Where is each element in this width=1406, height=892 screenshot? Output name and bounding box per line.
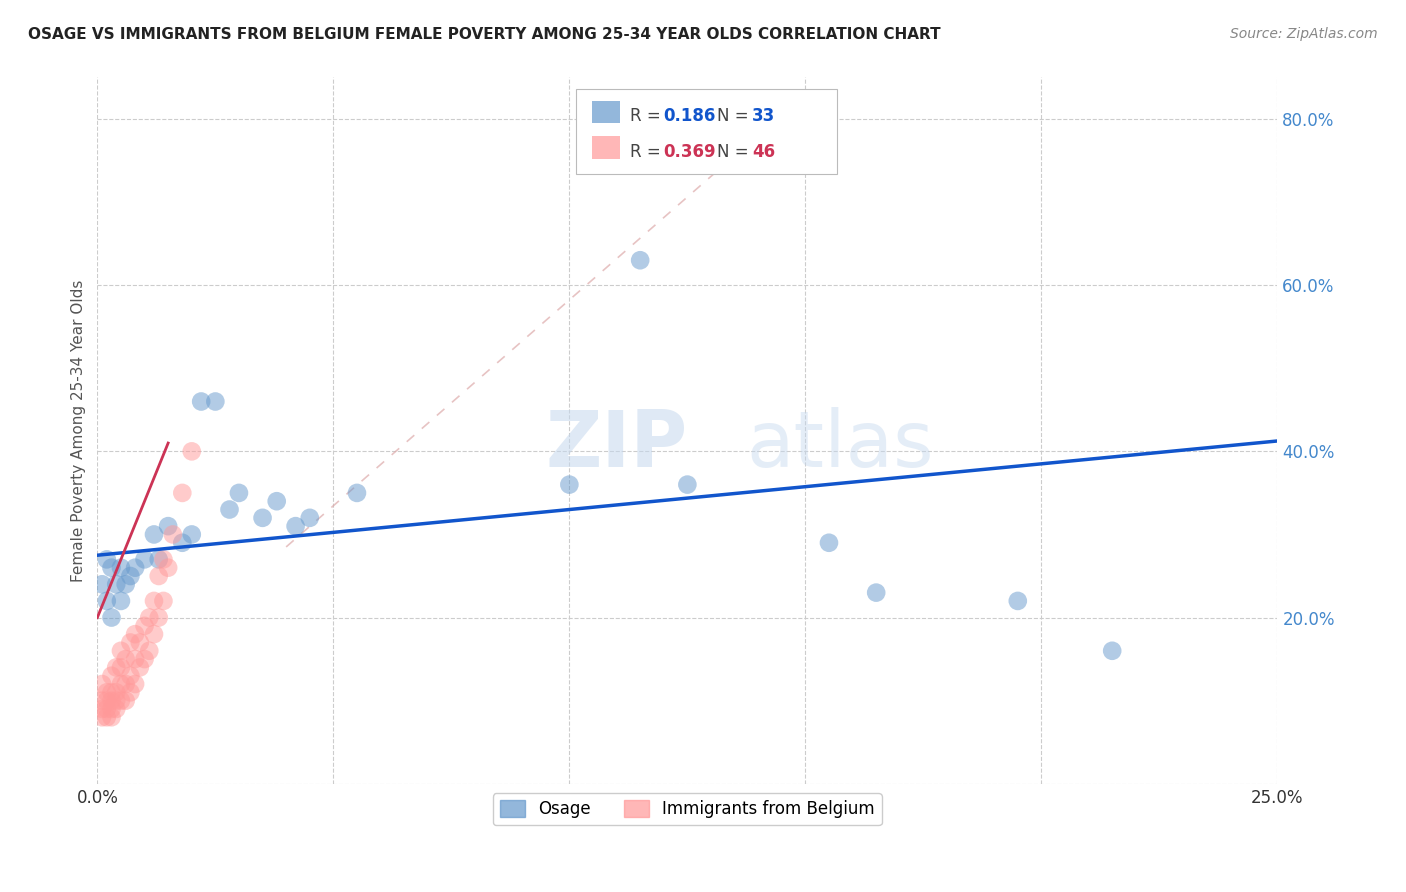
Point [138,610,160,624]
Text: R =: R = [630,107,666,125]
Point [676,477,699,491]
Text: R =: R = [630,143,666,161]
Point [143,594,166,608]
Point [110,660,132,674]
Point [148,610,170,624]
Point [152,552,174,566]
Point [152,594,174,608]
Point [100,710,122,724]
Point [124,560,146,574]
Point [110,644,132,658]
Text: N =: N = [717,143,754,161]
Point [180,527,202,541]
Point [124,677,146,691]
Point [110,693,132,707]
Point [96,685,118,699]
Point [157,519,180,533]
Text: atlas: atlas [747,407,934,483]
Point [105,660,128,674]
Point [148,569,170,583]
Point [298,511,321,525]
Point [110,594,132,608]
Point [114,577,136,591]
Point [91,702,114,716]
Point [172,486,194,500]
Point [134,552,156,566]
Point [105,577,128,591]
Point [120,569,142,583]
Point [134,652,156,666]
Point [96,693,118,707]
Point [110,677,132,691]
Point [157,560,180,574]
Point [128,635,150,649]
Point [124,627,146,641]
Text: 0.369: 0.369 [664,143,716,161]
Point [100,669,122,683]
Point [218,502,240,516]
Text: N =: N = [717,107,754,125]
Point [114,652,136,666]
Point [284,519,307,533]
Point [114,693,136,707]
Text: ZIP: ZIP [546,407,688,483]
Point [143,527,166,541]
Point [120,635,142,649]
Point [120,685,142,699]
Point [134,619,156,633]
Point [91,710,114,724]
Point [128,660,150,674]
Point [120,669,142,683]
Point [204,394,226,409]
Point [105,685,128,699]
Point [100,685,122,699]
Text: Source: ZipAtlas.com: Source: ZipAtlas.com [1230,27,1378,41]
Point [96,552,118,566]
Point [148,552,170,566]
Point [91,677,114,691]
Point [124,652,146,666]
Y-axis label: Female Poverty Among 25-34 Year Olds: Female Poverty Among 25-34 Year Olds [72,279,86,582]
Point [114,677,136,691]
Point [138,644,160,658]
Point [266,494,288,508]
Point [865,585,887,599]
Point [105,702,128,716]
Text: OSAGE VS IMMIGRANTS FROM BELGIUM FEMALE POVERTY AMONG 25-34 YEAR OLDS CORRELATIO: OSAGE VS IMMIGRANTS FROM BELGIUM FEMALE … [28,27,941,42]
Point [100,560,122,574]
Text: 33: 33 [752,107,776,125]
Point [96,702,118,716]
Point [110,560,132,574]
Point [162,527,184,541]
Point [100,610,122,624]
Point [558,477,581,491]
Point [190,394,212,409]
Point [628,253,651,268]
Point [180,444,202,458]
Text: 0.186: 0.186 [664,107,716,125]
Point [228,486,250,500]
Point [818,535,841,549]
Point [105,693,128,707]
Point [91,693,114,707]
Point [143,627,166,641]
Point [346,486,368,500]
Point [1007,594,1029,608]
Legend: Osage, Immigrants from Belgium: Osage, Immigrants from Belgium [494,793,882,825]
Point [1101,644,1123,658]
Point [96,594,118,608]
Point [91,577,114,591]
Text: 46: 46 [752,143,775,161]
Point [100,693,122,707]
Point [100,702,122,716]
Point [96,710,118,724]
Point [172,535,194,549]
Point [252,511,274,525]
